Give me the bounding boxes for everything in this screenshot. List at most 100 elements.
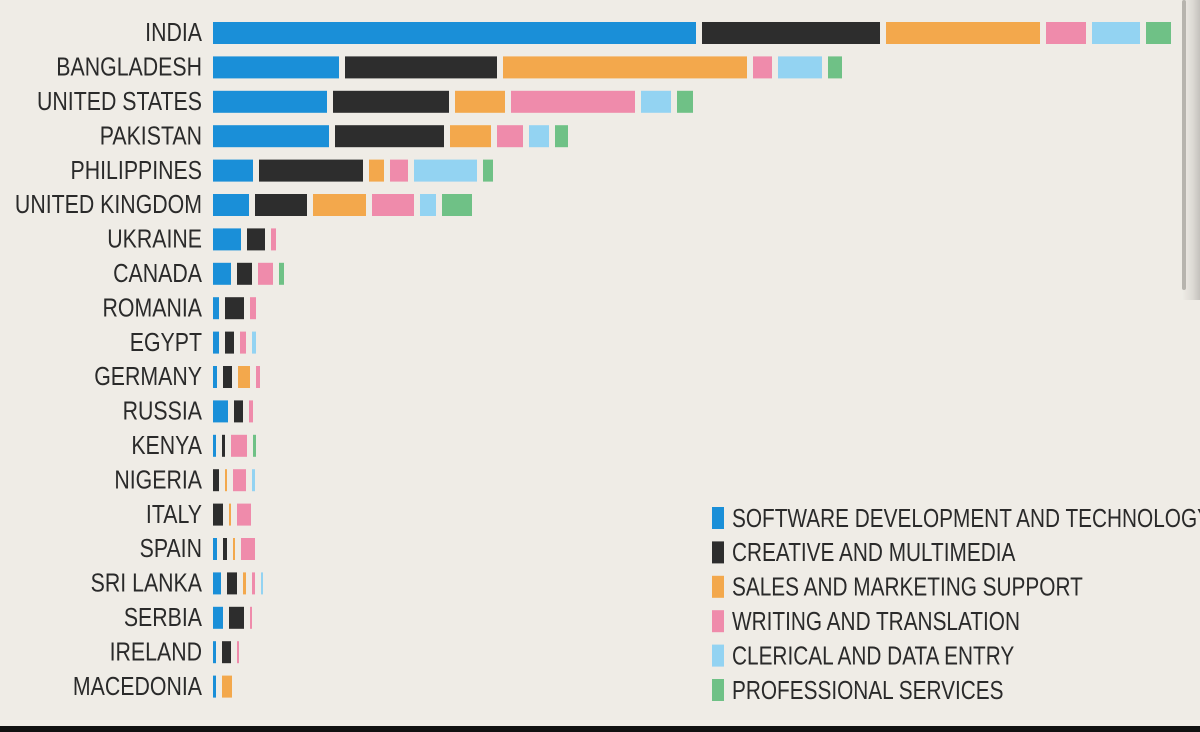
bar-segment [237,641,239,664]
bar-segment [455,90,505,113]
bar-segment [450,125,491,148]
bar-segment [213,400,228,423]
bar-segment [250,297,256,320]
legend-swatch [712,644,724,667]
bar-segment [231,434,247,457]
bar-segment [237,262,252,285]
bar-segment [345,56,497,79]
bar-segment [369,159,384,182]
bottom-border [0,726,1200,732]
bar-segment [229,503,231,526]
bars [213,22,1171,698]
bar-segment [213,297,219,320]
screen-edge-shadow [1182,0,1200,300]
bar-segment [497,125,523,148]
legend-swatch [712,679,724,701]
bar-segment [213,366,217,388]
country-label: EGYPT [130,328,202,358]
bar-segment [213,125,329,148]
bar-segment [213,228,241,251]
bar-segment [243,572,246,595]
country-label: SRI LANKA [91,569,202,599]
bar-segment [241,538,255,560]
scrollbar-thumb[interactable] [1182,0,1186,290]
country-label: UNITED KINGDOM [15,190,202,220]
bar-segment [213,503,223,526]
bar-segment [225,297,244,320]
country-label: CANADA [113,259,202,289]
bar-segment [641,90,671,113]
bar-segment [249,400,253,423]
country-label: BANGLADESH [56,53,202,83]
bar-segment [279,262,284,285]
bar-segment [227,572,237,595]
bar-segment [233,538,235,560]
legend-label: WRITING AND TRANSLATION [732,607,1020,636]
legend-swatch [712,610,724,633]
bar-segment [828,56,842,79]
country-label: ITALY [146,500,202,530]
bar-segment [213,331,219,354]
bar-segment [213,641,216,664]
bar-segment [213,538,217,560]
legend-label: CREATIVE AND MULTIMEDIA [732,538,1016,567]
legend: SOFTWARE DEVELOPMENT AND TECHNOLOGY CREAT… [712,504,1200,705]
bar-segment [255,194,307,216]
bar-segment [222,434,225,457]
bar-segment [333,90,449,113]
bar-segment [555,125,568,148]
bar-segment [234,400,243,423]
bar-segment [271,228,276,251]
bar-segment [252,572,255,595]
bar-segment [213,675,216,698]
bar-segment [778,56,822,79]
bar-segment [256,366,260,388]
country-label: PHILIPPINES [71,156,202,186]
bar-segment [223,538,227,560]
legend-swatch [712,575,724,598]
bar-segment [237,503,251,526]
bar-segment [1092,22,1140,44]
country-label: SERBIA [124,603,202,633]
country-label: PAKISTAN [100,121,202,151]
bar-segment [250,606,252,629]
country-label: NIGERIA [114,465,202,495]
bar-segment [252,469,255,492]
bar-segment [222,675,232,698]
bar-segment [511,90,635,113]
bar-segment [213,572,221,595]
bar-segment [390,159,408,182]
bar-segment [886,22,1040,44]
bar-segment [223,366,232,388]
bar-segment [240,331,246,354]
bar-segment [253,434,256,457]
country-label: MACEDONIA [73,672,202,702]
bar-segment [213,90,327,113]
bar-segment [1046,22,1086,44]
bar-segment [213,159,253,182]
country-label: IRELAND [110,637,202,667]
bar-segment [258,262,273,285]
country-label: SPAIN [140,534,202,564]
bar-segment [213,194,249,216]
bar-segment [677,90,693,113]
bar-segment [213,469,219,492]
bar-segment [313,194,366,216]
bar-segment [213,606,223,629]
bar-segment [213,22,696,44]
country-label: UKRAINE [107,225,202,255]
country-label: INDIA [145,18,202,48]
bar-segment [503,56,747,79]
country-label: KENYA [131,431,202,461]
bar-segment [213,262,231,285]
legend-label: PROFESSIONAL SERVICES [732,676,1003,705]
bar-segment [261,572,263,595]
country-label: GERMANY [94,362,202,392]
bar-segment [225,331,234,354]
bar-segment [702,22,880,44]
bar-segment [229,606,244,629]
country-labels: INDIA BANGLADESH UNITED STATES PAKISTAN PHIL… [15,18,202,701]
bar-segment [213,56,339,79]
bar-segment [252,331,256,354]
